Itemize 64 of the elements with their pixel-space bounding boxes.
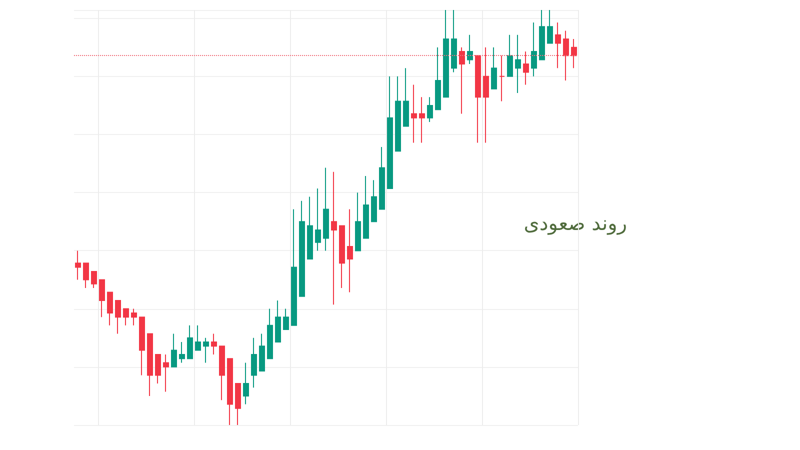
candlestick — [339, 225, 345, 289]
candlestick — [307, 196, 313, 260]
candlestick — [235, 383, 241, 426]
candlestick — [251, 337, 257, 388]
candlestick — [539, 10, 545, 60]
candlestick — [115, 300, 121, 334]
candlestick — [275, 300, 281, 342]
candlestick — [75, 250, 81, 280]
candlestick — [443, 10, 449, 98]
candlestick — [259, 333, 265, 372]
candlestick — [323, 167, 329, 252]
candlestick — [179, 342, 185, 364]
candlestick — [419, 96, 425, 144]
candlestick — [163, 354, 169, 392]
candlestick — [435, 46, 441, 110]
candlestick — [379, 146, 385, 210]
candlestick — [299, 200, 305, 297]
candlestick — [139, 316, 145, 376]
candlestick — [483, 46, 489, 144]
candlestick — [315, 188, 321, 252]
candlestick — [195, 324, 201, 351]
candlestick — [523, 51, 529, 86]
candlestick — [131, 308, 137, 326]
candlestick — [515, 34, 521, 94]
candlestick — [363, 176, 369, 239]
candlestick — [211, 333, 217, 355]
candlestick — [459, 46, 465, 114]
candlestick — [227, 358, 233, 426]
candlestick — [283, 308, 289, 330]
candlestick — [475, 55, 481, 144]
annotation: روند صعودی — [524, 211, 628, 235]
candlestick — [555, 22, 561, 69]
candlestick — [203, 337, 209, 364]
candlestick — [451, 10, 457, 73]
candlestick — [427, 96, 433, 123]
candlestick — [499, 55, 505, 102]
candlestick — [107, 292, 113, 326]
candlestick — [155, 354, 161, 384]
candlestick — [371, 180, 377, 222]
candlestick — [531, 22, 537, 77]
candlestick — [387, 76, 393, 189]
candlestick — [491, 46, 497, 90]
candlestick — [99, 279, 105, 318]
candlestick — [291, 208, 297, 326]
candlestick — [467, 34, 473, 64]
candlestick — [123, 308, 129, 326]
candlestick — [171, 333, 177, 368]
candlestick — [219, 346, 225, 401]
candlestick — [355, 192, 361, 252]
candlestick — [331, 171, 337, 306]
candlestick — [267, 308, 273, 360]
candlestick — [507, 34, 513, 77]
candlestick — [91, 270, 97, 289]
candlestick — [147, 333, 153, 396]
candlestick — [243, 362, 249, 405]
candlestick — [403, 68, 409, 127]
candlestick — [347, 208, 353, 293]
candlestick — [187, 324, 193, 360]
candlestick — [83, 262, 89, 289]
candlestick — [563, 30, 569, 82]
candlestick — [411, 84, 417, 144]
candlestick — [395, 76, 401, 152]
candlestick — [547, 10, 553, 44]
candlestick — [571, 38, 577, 69]
